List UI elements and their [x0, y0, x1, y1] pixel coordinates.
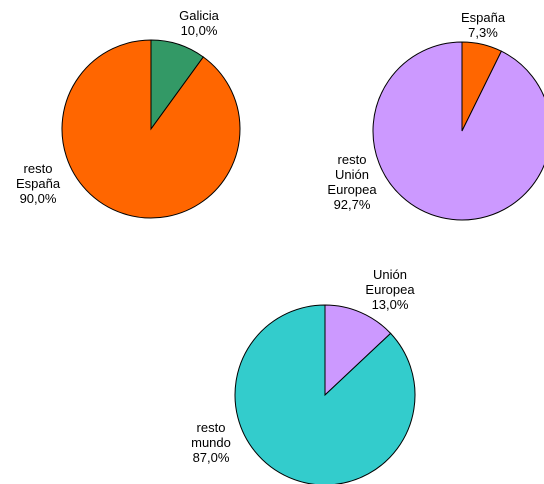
slice-name-label: Unión: [335, 167, 369, 182]
pie-chart-eu-share: Unión Europea 13,0% resto mundo 87,0%: [191, 267, 416, 484]
slice-label: resto Unión Europea 92,7%: [327, 152, 377, 212]
slice-name-label: resto: [197, 420, 226, 435]
pie-slice: [324, 304, 392, 397]
slice-label: resto mundo 87,0%: [191, 420, 231, 465]
slice-label: España 7,3%: [461, 10, 506, 40]
slice-name-label: mundo: [191, 435, 231, 450]
slice-name-label: resto: [24, 161, 53, 176]
slice-percent-label: 90,0%: [20, 191, 57, 206]
slice-name-label: resto: [338, 152, 367, 167]
slice-name-label: Europea: [327, 182, 377, 197]
pie-slice: [61, 39, 241, 219]
slice-name-label: Europea: [365, 282, 415, 297]
slice-name-label: Galicia: [179, 8, 220, 23]
slice-name-label: España: [16, 176, 61, 191]
slice-percent-label: 7,3%: [468, 25, 498, 40]
slice-percent-label: 92,7%: [334, 197, 371, 212]
slice-label: Unión Europea 13,0%: [365, 267, 415, 312]
pie-slice: [234, 304, 416, 484]
slice-label: resto España 90,0%: [16, 161, 61, 206]
slice-label: Galicia 10,0%: [179, 8, 220, 38]
slice-percent-label: 13,0%: [372, 297, 409, 312]
pie-chart-spain-share: España 7,3% resto Unión Europea 92,7%: [327, 10, 544, 221]
slice-name-label: Unión: [373, 267, 407, 282]
pie-slice: [372, 41, 544, 221]
slice-percent-label: 10,0%: [181, 23, 218, 38]
pie-chart-galicia-share: Galicia 10,0% resto España 90,0%: [16, 8, 241, 219]
slice-name-label: España: [461, 10, 506, 25]
slice-percent-label: 87,0%: [193, 450, 230, 465]
